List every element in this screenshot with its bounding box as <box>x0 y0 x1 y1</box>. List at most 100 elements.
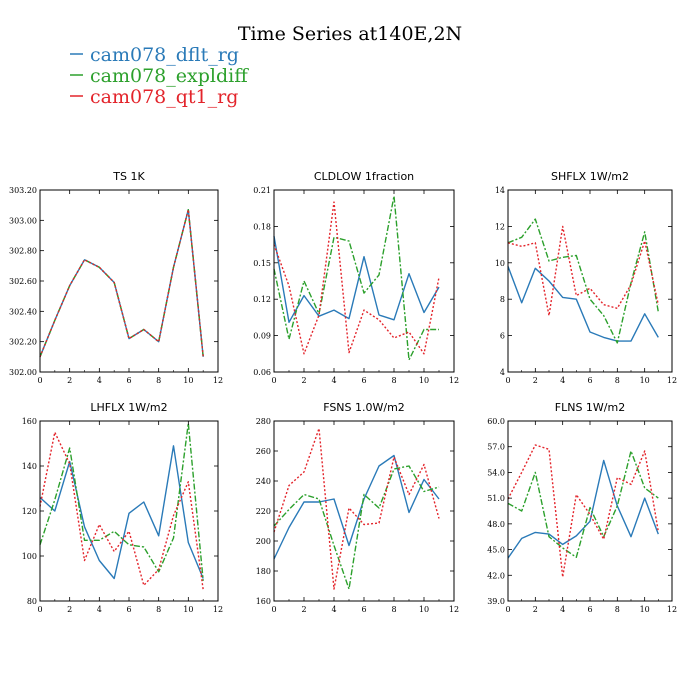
panel-title-shflx: SHFLX 1W/m2 <box>551 170 629 183</box>
y-tick-label-fsns: 220 <box>256 507 271 516</box>
panel-title-fsns: FSNS 1.0W/m2 <box>323 401 405 414</box>
y-tick-label-cldlow: 0.09 <box>253 332 271 341</box>
panels-grid: TS 1K 0 2 4 6 8 10 12 302.00 302.20 302.40 302.60 30… <box>9 170 677 614</box>
panel-fsns: FSNS 1.0W/m2 0 2 4 6 8 10 12 160 180 200 220 240 260 2… <box>256 401 459 614</box>
series-line-dflt-fsns <box>273 454 440 560</box>
y-tick-label-lhflx: 120 <box>22 507 37 516</box>
y-tick-label-ts: 302.40 <box>9 307 37 316</box>
y-tick-label-shflx: 4 <box>500 368 505 377</box>
y-tick-label-fsns: 200 <box>256 537 271 546</box>
x-tick-label-shflx: 4 <box>560 376 565 385</box>
x-tick-label-fsns: 10 <box>419 605 429 614</box>
x-tick-label-flns: 8 <box>615 605 620 614</box>
x-tick-label-cldlow: 12 <box>449 376 459 385</box>
x-tick-label-shflx: 8 <box>615 376 620 385</box>
series-line-qt1-lhflx <box>39 431 204 590</box>
panel-title-lhflx: LHFLX 1W/m2 <box>90 401 167 414</box>
x-tick-label-fsns: 2 <box>301 605 306 614</box>
x-tick-label-fsns: 6 <box>361 605 366 614</box>
series-line-dflt-lhflx <box>39 445 204 580</box>
panel-lhflx: LHFLX 1W/m2 0 2 4 6 8 10 12 80 100 120 140 160 <box>22 401 223 614</box>
y-tick-label-ts: 302.20 <box>9 338 37 347</box>
y-tick-label-lhflx: 140 <box>22 462 37 471</box>
y-tick-label-flns: 57.0 <box>487 443 505 452</box>
y-tick-label-ts: 303.20 <box>9 186 37 195</box>
y-tick-label-flns: 45.0 <box>487 546 505 555</box>
series-line-qt1-ts <box>39 208 204 358</box>
x-tick-label-lhflx: 12 <box>213 605 223 614</box>
x-tick-label-flns: 4 <box>560 605 565 614</box>
panel-title-flns: FLNS 1W/m2 <box>555 401 625 414</box>
x-tick-label-shflx: 6 <box>587 376 592 385</box>
series-line-qt1-cldlow <box>273 201 440 355</box>
x-tick-label-fsns: 0 <box>271 605 276 614</box>
x-tick-label-flns: 2 <box>533 605 538 614</box>
y-tick-label-shflx: 8 <box>500 295 505 304</box>
y-tick-label-cldlow: 0.15 <box>253 259 271 268</box>
y-tick-label-fsns: 260 <box>256 447 271 456</box>
y-tick-label-ts: 302.80 <box>9 247 37 256</box>
y-tick-label-flns: 60.0 <box>487 417 505 426</box>
y-tick-label-lhflx: 160 <box>22 417 37 426</box>
legend-label-expldiff: cam078_expldiff <box>90 65 249 87</box>
x-tick-label-cldlow: 10 <box>419 376 429 385</box>
x-tick-label-ts: 2 <box>67 376 72 385</box>
x-tick-label-flns: 0 <box>505 605 510 614</box>
x-tick-label-flns: 12 <box>667 605 677 614</box>
x-tick-label-flns: 6 <box>587 605 592 614</box>
y-tick-label-fsns: 240 <box>256 477 271 486</box>
x-tick-label-lhflx: 10 <box>183 605 193 614</box>
y-tick-label-shflx: 14 <box>495 186 505 195</box>
series-line-expldiff-flns <box>507 450 659 558</box>
y-tick-label-cldlow: 0.21 <box>253 186 271 195</box>
x-tick-label-ts: 10 <box>183 376 193 385</box>
y-tick-label-ts: 303.00 <box>9 216 37 225</box>
panel-title-cldlow: CLDLOW 1fraction <box>314 170 414 183</box>
y-tick-label-cldlow: 0.18 <box>253 222 271 231</box>
y-tick-label-lhflx: 80 <box>27 597 37 606</box>
panel-flns: FLNS 1W/m2 0 2 4 6 8 10 12 39.0 42.0 45.0 48.0 51.0 5… <box>487 401 677 614</box>
series-line-expldiff-fsns <box>273 465 440 590</box>
legend-item-qt1: cam078_qt1_rg <box>70 86 238 108</box>
y-tick-label-ts: 302.00 <box>9 368 37 377</box>
x-tick-label-cldlow: 8 <box>391 376 396 385</box>
x-tick-label-cldlow: 0 <box>271 376 276 385</box>
y-tick-label-flns: 54.0 <box>487 468 505 477</box>
y-tick-label-lhflx: 100 <box>22 552 37 561</box>
x-tick-label-shflx: 0 <box>505 376 510 385</box>
series-line-dflt-flns <box>507 459 659 559</box>
x-tick-label-ts: 4 <box>97 376 102 385</box>
y-tick-label-flns: 39.0 <box>487 597 505 606</box>
y-tick-label-fsns: 180 <box>256 567 271 576</box>
x-tick-label-lhflx: 0 <box>37 605 42 614</box>
x-tick-label-cldlow: 2 <box>301 376 306 385</box>
series-line-qt1-fsns <box>273 427 440 590</box>
x-tick-label-lhflx: 2 <box>67 605 72 614</box>
legend-label-dflt: cam078_dflt_rg <box>90 44 239 66</box>
x-tick-label-fsns: 4 <box>331 605 336 614</box>
y-tick-label-flns: 51.0 <box>487 494 505 503</box>
panel-ts: TS 1K 0 2 4 6 8 10 12 302.00 302.20 302.40 302.60 30… <box>9 170 223 385</box>
legend-item-dflt: cam078_dflt_rg <box>70 44 239 66</box>
x-tick-label-ts: 12 <box>213 376 223 385</box>
x-tick-label-fsns: 12 <box>449 605 459 614</box>
y-tick-label-shflx: 10 <box>495 259 505 268</box>
panel-title-ts: TS 1K <box>112 170 145 183</box>
x-tick-label-shflx: 2 <box>533 376 538 385</box>
y-tick-label-cldlow: 0.12 <box>253 295 271 304</box>
series-line-expldiff-shflx <box>507 218 659 344</box>
legend: cam078_dflt_rg cam078_expldiff cam078_qt… <box>70 44 249 108</box>
series-line-qt1-shflx <box>507 225 659 317</box>
y-tick-label-fsns: 280 <box>256 417 271 426</box>
y-tick-label-fsns: 160 <box>256 597 271 606</box>
x-tick-label-ts: 6 <box>126 376 131 385</box>
x-tick-label-lhflx: 4 <box>97 605 102 614</box>
panel-cldlow: CLDLOW 1fraction 0 2 4 6 8 10 12 0.06 0.09 0.12 0.1… <box>253 170 459 385</box>
legend-item-expldiff: cam078_expldiff <box>70 65 249 87</box>
y-tick-label-shflx: 12 <box>495 222 505 231</box>
y-tick-label-cldlow: 0.06 <box>253 368 271 377</box>
series-line-expldiff-cldlow <box>273 195 439 361</box>
x-tick-label-cldlow: 6 <box>361 376 366 385</box>
x-tick-label-shflx: 10 <box>640 376 650 385</box>
